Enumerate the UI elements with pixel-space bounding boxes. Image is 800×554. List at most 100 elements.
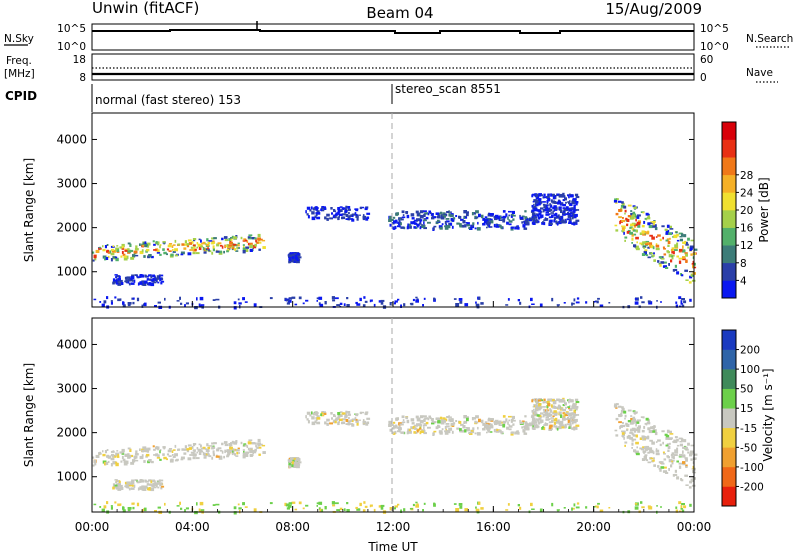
- velocity-echo-cell: [162, 446, 166, 448]
- velocity-echo-cell: [235, 455, 239, 457]
- velocity-echo-cell: [112, 461, 117, 464]
- power-echo-cell: [435, 212, 440, 215]
- power-echo-cell: [437, 219, 440, 223]
- power-echo-cell: [475, 303, 480, 307]
- power-echo-cell: [531, 204, 534, 208]
- power-echo-cell: [568, 221, 571, 224]
- power-echo-cell: [464, 224, 467, 228]
- velocity-echo-cell: [569, 413, 574, 415]
- velocity-echo-cell: [388, 423, 392, 427]
- power-echo-cell: [421, 224, 426, 226]
- power-echo-cell: [400, 226, 405, 229]
- velocity-echo-cell: [531, 508, 535, 510]
- power-echo-cell: [531, 216, 534, 218]
- power-echo-cell: [117, 282, 122, 286]
- power-echo-cell: [193, 245, 196, 248]
- power-echo-cell: [546, 209, 551, 212]
- velocity-echo-cell: [143, 487, 147, 491]
- power-echo-cell: [196, 242, 199, 245]
- velocity-echo-cell: [554, 406, 558, 409]
- power-echo-cell: [208, 250, 212, 253]
- velocity-echo-cell: [337, 423, 340, 425]
- velocity-echo-cell: [631, 432, 634, 436]
- noise-tick-left-high: 10^5: [57, 23, 86, 35]
- power-echo-cell: [233, 236, 238, 240]
- power-echo-cell: [339, 206, 343, 208]
- power-echo-cell: [652, 254, 655, 257]
- power-echo-cell: [532, 193, 535, 196]
- velocity-echo-cell: [332, 504, 336, 507]
- power-echo-cell: [441, 223, 444, 226]
- power-echo-cell: [540, 207, 544, 210]
- colorbar-tick-label: 20: [740, 205, 753, 217]
- power-echo-cell: [474, 216, 479, 219]
- velocity-echo-cell: [505, 509, 509, 511]
- power-echo-cell: [110, 258, 113, 262]
- velocity-echo-cell: [344, 414, 348, 417]
- velocity-echo-cell: [536, 398, 538, 403]
- velocity-echo-cell: [123, 462, 128, 466]
- velocity-echo-cell: [574, 418, 578, 422]
- velocity-echo-cell: [444, 430, 448, 433]
- velocity-echo-cell: [532, 422, 536, 426]
- power-echo-cell: [145, 250, 148, 253]
- velocity-echo-cell: [344, 416, 347, 418]
- power-echo-cell: [538, 218, 541, 220]
- velocity-echo-cell: [550, 417, 554, 419]
- velocity-echo-cell: [119, 451, 122, 454]
- velocity-echo-cell: [562, 412, 566, 415]
- velocity-echo-cell: [344, 413, 348, 417]
- power-echo-cell: [477, 221, 479, 225]
- velocity-echo-cell: [163, 446, 166, 450]
- power-echo-cell: [94, 257, 97, 261]
- power-echo-cell: [557, 200, 561, 205]
- velocity-echo-cell: [572, 403, 577, 407]
- velocity-echo-cell: [519, 419, 521, 423]
- velocity-echo-cell: [630, 415, 633, 417]
- velocity-echo-cell: [543, 398, 546, 402]
- velocity-echo-cell: [115, 486, 119, 490]
- power-echo-cell: [402, 214, 405, 217]
- power-echo-cell: [531, 212, 536, 216]
- power-echo-cell: [168, 243, 173, 245]
- velocity-echo-cell: [462, 425, 466, 429]
- power-echo-cell: [174, 239, 177, 243]
- velocity-echo-cell: [572, 417, 575, 421]
- power-echo-cell: [496, 224, 499, 228]
- velocity-echo-cell: [643, 455, 647, 459]
- power-echo-cell: [389, 302, 393, 306]
- velocity-echo-cell: [399, 423, 402, 426]
- power-echo-cell: [224, 239, 229, 242]
- power-echo-cell: [549, 219, 553, 223]
- power-echo-cell: [458, 298, 463, 301]
- velocity-echo-cell: [206, 443, 209, 447]
- power-echo-cell: [661, 225, 665, 228]
- power-echo-cell: [680, 300, 683, 303]
- power-echo-cell: [390, 219, 394, 222]
- power-echo-cell: [572, 212, 575, 216]
- velocity-echo-cell: [665, 434, 670, 439]
- velocity-echo-cell: [567, 419, 570, 424]
- velocity-echo-cell: [345, 410, 348, 413]
- velocity-colorbar-label: Velocity [m s⁻¹]: [761, 368, 775, 461]
- power-echo-cell: [512, 214, 516, 217]
- velocity-echo-cell: [127, 509, 131, 512]
- velocity-echo-cell: [142, 447, 146, 450]
- power-echo-layer: [92, 192, 698, 310]
- velocity-echo-cell: [618, 414, 622, 417]
- velocity-echo-cell: [693, 467, 696, 471]
- velocity-echo-cell: [245, 453, 249, 457]
- power-echo-cell: [535, 218, 538, 222]
- velocity-echo-cell: [373, 508, 376, 512]
- x-tick-label: 08:00: [275, 520, 310, 534]
- velocity-echo-cell: [652, 430, 656, 433]
- power-echo-cell: [180, 302, 183, 305]
- power-echo-cell: [562, 203, 566, 207]
- power-echo-cell: [556, 223, 559, 226]
- velocity-echo-cell: [115, 452, 118, 456]
- velocity-echo-cell: [464, 422, 468, 424]
- velocity-echo-cell: [572, 421, 574, 425]
- power-echo-cell: [343, 303, 346, 306]
- power-echo-cell: [245, 248, 249, 252]
- power-echo-cell: [290, 252, 294, 255]
